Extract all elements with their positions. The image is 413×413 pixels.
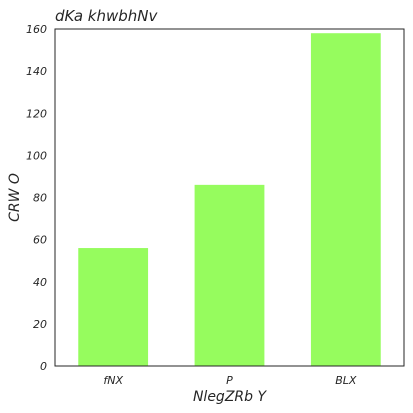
y-axis-ticks: 0 20 40 60 80 100 120 140 160: [26, 23, 47, 373]
bar-P: [195, 185, 265, 366]
y-axis-label: CRW O: [7, 173, 23, 222]
x-tick-label: fNX: [103, 374, 123, 387]
bar-fNX: [78, 248, 148, 366]
bar-BLX: [311, 33, 381, 366]
y-tick-label: 100: [26, 149, 47, 162]
x-tick-label: P: [226, 374, 233, 387]
bars-group: [78, 33, 380, 366]
x-axis-label: NlegZRb Y: [193, 389, 268, 405]
y-tick-label: 60: [33, 234, 47, 247]
y-tick-label: 40: [33, 276, 47, 289]
y-tick-label: 140: [26, 65, 47, 78]
y-tick-label: 80: [33, 192, 47, 205]
y-tick-label: 20: [33, 318, 47, 331]
y-tick-label: 0: [40, 360, 47, 373]
chart-title: dKa khwbhNv: [55, 7, 158, 25]
x-tick-label: BLX: [335, 374, 357, 387]
x-axis-ticks: fNX P BLX: [103, 374, 357, 387]
y-tick-label: 160: [26, 23, 47, 36]
y-tick-label: 120: [26, 107, 47, 120]
